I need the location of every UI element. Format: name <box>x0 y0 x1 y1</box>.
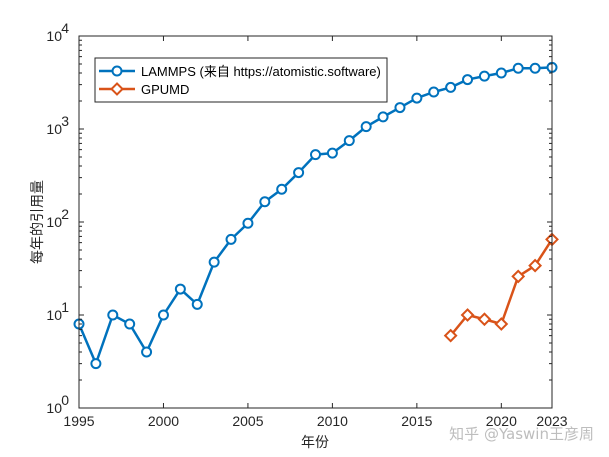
y-tick-base: 10 <box>46 28 62 44</box>
data-point <box>124 318 136 330</box>
data-point <box>445 81 457 93</box>
legend-label: LAMMPS (来自 https://atomistic.software) <box>141 64 381 79</box>
legend: LAMMPS (来自 https://atomistic.software) GP… <box>94 57 388 103</box>
x-tick-label: 1995 <box>63 413 94 429</box>
data-point <box>478 70 490 82</box>
data-point <box>191 298 203 310</box>
y-tick-label: 10 <box>46 400 62 416</box>
x-tick-label: 2023 <box>536 413 567 429</box>
y-tick-label: 10 <box>46 28 62 44</box>
y-tick-exponent: 3 <box>61 113 69 129</box>
legend-box <box>94 57 388 103</box>
watermark: 知乎 @Yaswin王彦周 <box>449 425 594 443</box>
data-point <box>495 67 507 79</box>
y-tick-exponent: 4 <box>61 20 69 36</box>
data-point <box>428 86 440 98</box>
data-point <box>360 121 372 133</box>
data-point <box>411 92 423 104</box>
legend-label: GPUMD <box>141 82 189 97</box>
y-tick-label: 10 <box>46 121 62 137</box>
data-point <box>107 309 119 321</box>
data-point <box>293 167 305 179</box>
data-point <box>394 102 406 114</box>
data-point <box>157 309 169 321</box>
y-tick-exponent: 0 <box>61 392 69 408</box>
data-point <box>511 269 526 284</box>
data-point <box>462 74 474 86</box>
data-point <box>174 283 186 295</box>
data-point <box>460 308 475 322</box>
y-tick-base: 10 <box>46 214 62 230</box>
x-tick-label: 2015 <box>401 413 432 429</box>
data-point <box>326 147 338 159</box>
data-point <box>225 233 237 245</box>
y-axis-label: 每年的引用量 <box>30 180 46 264</box>
x-tick-label: 2010 <box>317 413 348 429</box>
y-tick-label: 10 <box>46 214 62 230</box>
series-2 <box>443 232 559 343</box>
data-point <box>512 62 524 74</box>
data-point <box>90 358 102 370</box>
x-tick-label: 2005 <box>232 413 263 429</box>
data-point <box>141 346 153 358</box>
data-point <box>529 62 541 74</box>
data-point <box>310 149 321 161</box>
data-point <box>443 328 458 343</box>
data-point <box>276 183 288 195</box>
y-tick-base: 10 <box>46 121 62 137</box>
data-point <box>528 258 543 273</box>
y-tick-base: 10 <box>46 400 62 416</box>
data-point <box>208 256 220 268</box>
data-point <box>259 196 271 208</box>
data-point <box>242 217 254 229</box>
x-tick-label: 2000 <box>148 413 179 429</box>
y-tick-base: 10 <box>46 307 62 323</box>
series-layer <box>73 61 559 370</box>
series-1 <box>73 61 558 370</box>
data-point <box>494 317 509 331</box>
y-tick-label: 10 <box>46 307 62 323</box>
data-point <box>477 312 492 327</box>
legend-marker <box>110 82 124 96</box>
x-axis-label: 年份 <box>301 435 329 451</box>
data-point <box>343 135 355 147</box>
data-point <box>377 111 389 123</box>
legend-marker <box>111 65 123 77</box>
y-tick-exponent: 2 <box>61 206 69 222</box>
x-tick-label: 2020 <box>486 413 517 429</box>
y-tick-exponent: 1 <box>61 299 69 315</box>
